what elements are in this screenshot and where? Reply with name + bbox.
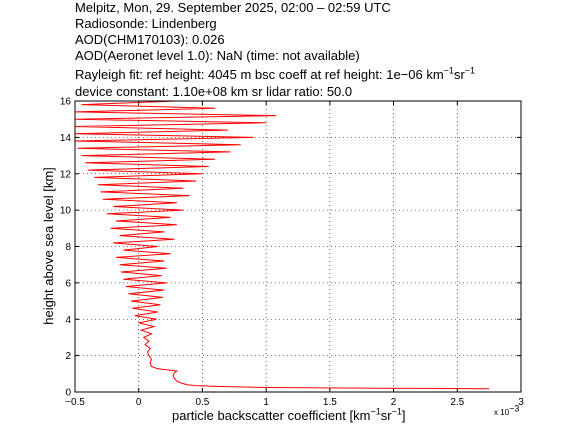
x-tick-label: 2.5 bbox=[450, 397, 464, 408]
x-axis-label-text: particle backscatter coefficient [km bbox=[172, 408, 371, 423]
x-multiplier-text: x 10 bbox=[494, 408, 510, 417]
x-tick-label: 0.5 bbox=[195, 397, 209, 408]
aod-chm-label: AOD(CHM170103): 0.026 bbox=[75, 32, 225, 47]
plot-frame bbox=[74, 100, 522, 393]
y-tick-label: 10 bbox=[60, 206, 72, 217]
x-axis-sr: sr bbox=[380, 408, 392, 423]
y-tick-label: 12 bbox=[60, 169, 72, 180]
x-tick-label: −0.5 bbox=[65, 397, 85, 408]
series-group bbox=[74, 100, 490, 390]
x-tick-label: 1.5 bbox=[323, 397, 337, 408]
rayleigh-sup1: −1 bbox=[443, 65, 454, 76]
grid-lines bbox=[75, 101, 521, 392]
radiosonde-label: Radiosonde: Lindenberg bbox=[75, 16, 217, 31]
x-tick-label: 3 bbox=[518, 397, 524, 408]
rayleigh-fit-text: Rayleigh fit: ref height: 4045 m bsc coe… bbox=[75, 67, 444, 82]
x-axis-label: particle backscatter coefficient [km−1sr… bbox=[172, 406, 406, 423]
rayleigh-sup2: −1 bbox=[464, 65, 476, 76]
backscatter-profile-line bbox=[74, 100, 490, 390]
x-axis-sup2: −1 bbox=[391, 406, 402, 417]
y-axis-label: height above sea level [km] bbox=[41, 167, 56, 325]
x-axis-sup1: −1 bbox=[370, 406, 381, 417]
device-constant-label: device constant: 1.10e+08 km sr lidar ra… bbox=[75, 84, 353, 99]
rayleigh-sr: sr bbox=[453, 67, 465, 82]
y-tick-label: 8 bbox=[65, 242, 71, 253]
aod-aeronet-label: AOD(Aeronet level 1.0): NaN (time: not a… bbox=[75, 48, 360, 63]
y-tick-label: 2 bbox=[65, 351, 71, 362]
x-axis-close: ] bbox=[401, 408, 406, 423]
x-tick-label: 2 bbox=[391, 397, 397, 408]
chart-title: Melpitz, Mon, 29. September 2025, 02:00 … bbox=[75, 0, 391, 15]
x-tick-label: 0 bbox=[136, 397, 142, 408]
y-tick-label: 6 bbox=[65, 278, 71, 289]
x-tick-label: 1 bbox=[263, 397, 269, 408]
x-multiplier-exp: −3 bbox=[509, 403, 520, 414]
y-tick-label: 16 bbox=[60, 97, 72, 108]
rayleigh-fit-label: Rayleigh fit: ref height: 4045 m bsc coe… bbox=[75, 65, 476, 83]
y-tick-label: 4 bbox=[65, 315, 71, 326]
y-tick-label: 14 bbox=[60, 133, 72, 144]
y-tick-label: 0 bbox=[65, 388, 71, 399]
x-multiplier: x 10−3 bbox=[494, 404, 519, 417]
